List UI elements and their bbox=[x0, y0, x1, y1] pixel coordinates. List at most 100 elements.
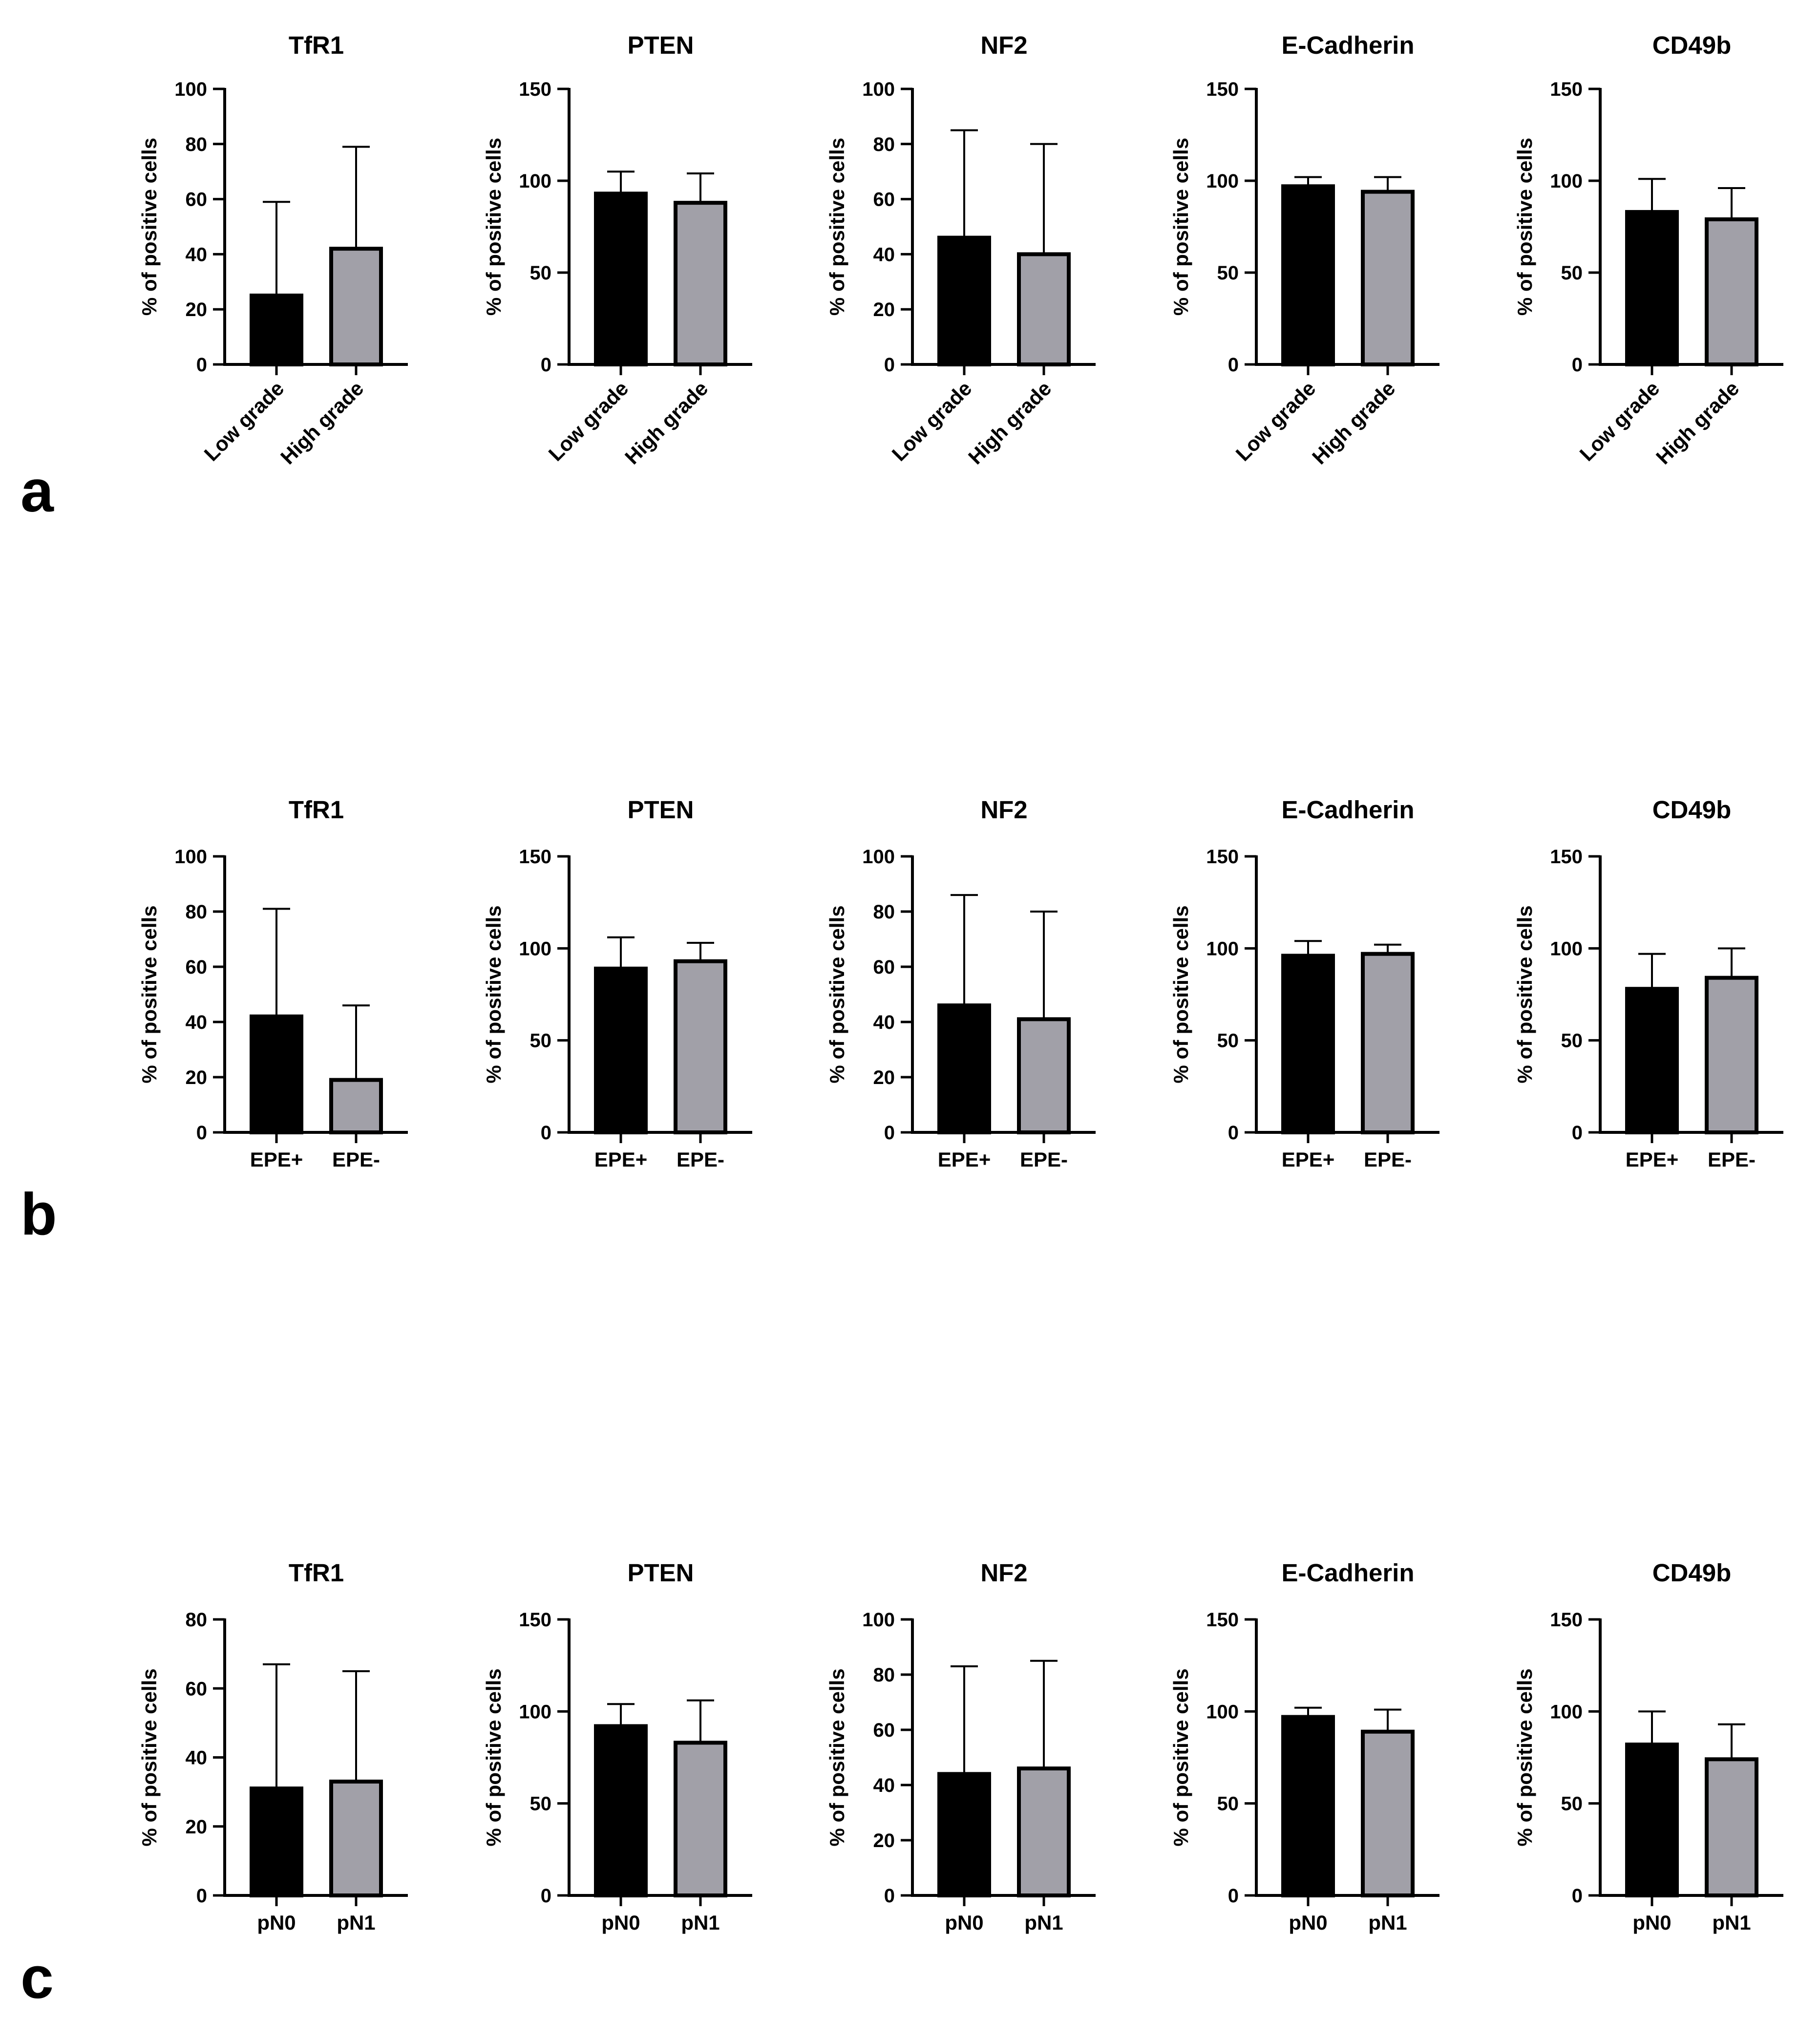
chart-c-e-cadherin-y-tick-label-0: 0 bbox=[1228, 1885, 1239, 1907]
chart-b-nf2-x-tick-label-epe: EPE+ bbox=[938, 1148, 991, 1171]
chart-c-tfr1-y-tick-label-80: 80 bbox=[186, 1609, 208, 1631]
chart-b-nf2-bar-epe bbox=[937, 1003, 991, 1135]
chart-b-tfr1-x-tick-label-epe: EPE- bbox=[332, 1148, 380, 1171]
chart-b-e-cadherin-y-axis-label: % of positive cells bbox=[1169, 905, 1192, 1083]
chart-c-pten-bar-pn1 bbox=[674, 1741, 727, 1898]
chart-c-tfr1-y-tick-label-60: 60 bbox=[186, 1678, 208, 1700]
chart-a-cd49b-bar-high-grade bbox=[1705, 217, 1758, 366]
chart-a-pten-y-axis-label: % of positive cells bbox=[482, 138, 505, 316]
chart-c-tfr1-bar-pn0 bbox=[250, 1786, 303, 1897]
chart-b-nf2-y-axis-label: % of positive cells bbox=[825, 905, 848, 1083]
chart-c-e-cadherin-y-tick-label-100: 100 bbox=[1206, 1701, 1239, 1722]
chart-c-e-cadherin-x-tick-label-pn0: pN0 bbox=[1289, 1911, 1327, 1934]
chart-c-tfr1: TfR1 % of positive cells 0 20 40 60 80 pN0 pN1 bbox=[138, 1559, 408, 1934]
chart-c-cd49b-y-tick-label-50: 50 bbox=[1561, 1793, 1583, 1815]
chart-a-nf2-y-tick-label-20: 20 bbox=[873, 299, 895, 320]
chart-a-nf2-title: NF2 bbox=[980, 31, 1027, 59]
chart-a-nf2-y-tick-label-40: 40 bbox=[873, 244, 895, 265]
chart-a-cd49b-y-tick-label-100: 100 bbox=[1550, 170, 1583, 192]
chart-b-nf2-y-tick-label-0: 0 bbox=[884, 1122, 895, 1144]
chart-b-e-cadherin-x-tick-label-epe: EPE- bbox=[1364, 1148, 1412, 1171]
panel-label-b: b bbox=[21, 1181, 57, 1247]
chart-c-pten-y-tick-label-100: 100 bbox=[519, 1701, 551, 1722]
chart-c-nf2: NF2 % of positive cells 0 20 40 60 80 100 pN0 pN1 bbox=[825, 1559, 1096, 1934]
panel-label-a: a bbox=[21, 458, 54, 524]
chart-b-tfr1-y-axis-label: % of positive cells bbox=[138, 905, 161, 1083]
chart-b-cd49b-bar-epe bbox=[1625, 987, 1679, 1134]
chart-b-nf2-y-tick-label-20: 20 bbox=[873, 1067, 895, 1088]
chart-a-nf2-y-tick-label-80: 80 bbox=[873, 134, 895, 155]
chart-c-nf2-y-tick-label-20: 20 bbox=[873, 1830, 895, 1851]
chart-b-nf2-bar-epe bbox=[1017, 1017, 1071, 1135]
chart-b-cd49b-x-tick-label-epe: EPE+ bbox=[1626, 1148, 1679, 1171]
chart-c-cd49b: CD49b % of positive cells 0 50 100 150 pN0 pN1 bbox=[1513, 1559, 1783, 1934]
chart-c-tfr1-y-tick-label-0: 0 bbox=[196, 1885, 207, 1907]
chart-b-tfr1-y-tick-label-20: 20 bbox=[186, 1067, 208, 1088]
chart-a-e-cadherin-y-tick-label-100: 100 bbox=[1206, 170, 1239, 192]
chart-b-tfr1-y-tick-label-60: 60 bbox=[186, 957, 208, 978]
chart-a-nf2-y-tick-label-0: 0 bbox=[884, 354, 895, 376]
chart-a-nf2-bar-low-grade bbox=[937, 235, 991, 366]
chart-b-pten-y-tick-label-50: 50 bbox=[530, 1030, 552, 1052]
chart-c-cd49b-bar-pn0 bbox=[1625, 1743, 1679, 1897]
chart-b-tfr1-y-tick-label-40: 40 bbox=[186, 1012, 208, 1033]
chart-b-pten-bar-epe bbox=[594, 966, 648, 1135]
chart-c-e-cadherin-y-tick-label-150: 150 bbox=[1206, 1609, 1239, 1631]
chart-a-cd49b-y-axis-label: % of positive cells bbox=[1513, 138, 1536, 316]
chart-c-tfr1-y-tick-label-40: 40 bbox=[186, 1747, 208, 1769]
chart-b-e-cadherin-bar-epe bbox=[1361, 952, 1415, 1134]
chart-a-e-cadherin-y-tick-label-0: 0 bbox=[1228, 354, 1239, 376]
chart-a-pten-y-tick-label-50: 50 bbox=[530, 262, 552, 284]
chart-c-tfr1-x-tick-label-pn0: pN0 bbox=[257, 1911, 296, 1934]
chart-b-pten-x-tick-label-epe: EPE- bbox=[677, 1148, 724, 1171]
chart-b-e-cadherin-y-tick-label-150: 150 bbox=[1206, 846, 1239, 868]
chart-c-cd49b-title: CD49b bbox=[1652, 1559, 1732, 1587]
chart-c-e-cadherin-y-axis-label: % of positive cells bbox=[1169, 1668, 1192, 1846]
chart-b-e-cadherin: E-Cadherin % of positive cells 0 50 100 150 EP… bbox=[1169, 796, 1439, 1171]
chart-a-tfr1-bar-high-grade bbox=[329, 247, 383, 366]
chart-a-nf2-y-tick-label-60: 60 bbox=[873, 189, 895, 211]
chart-b-tfr1: TfR1 % of positive cells 0 20 40 60 80 100 EPE+ E… bbox=[138, 796, 408, 1171]
chart-c-pten-y-tick-label-50: 50 bbox=[530, 1793, 552, 1815]
chart-b-nf2: NF2 % of positive cells 0 20 40 60 80 100 EPE+ EP… bbox=[825, 796, 1096, 1171]
chart-c-cd49b-y-axis-label: % of positive cells bbox=[1513, 1668, 1536, 1846]
chart-b-tfr1-x-tick-label-epe: EPE+ bbox=[250, 1148, 303, 1171]
chart-a-cd49b-title: CD49b bbox=[1652, 31, 1732, 59]
chart-b-e-cadherin-y-tick-label-100: 100 bbox=[1206, 938, 1239, 959]
chart-b-pten-bar-epe bbox=[674, 959, 727, 1134]
chart-b-e-cadherin-x-tick-label-epe: EPE+ bbox=[1282, 1148, 1335, 1171]
chart-a-tfr1-y-tick-label-60: 60 bbox=[186, 189, 208, 211]
chart-c-cd49b-y-tick-label-100: 100 bbox=[1550, 1701, 1583, 1722]
chart-c-pten-title: PTEN bbox=[627, 1559, 694, 1587]
chart-b-tfr1-y-tick-label-100: 100 bbox=[174, 846, 207, 868]
chart-b-tfr1-bar-epe bbox=[250, 1014, 303, 1134]
chart-c-pten-y-axis-label: % of positive cells bbox=[482, 1668, 505, 1846]
chart-a-nf2-y-axis-label: % of positive cells bbox=[825, 138, 848, 316]
chart-b-pten-y-tick-label-0: 0 bbox=[541, 1122, 551, 1144]
chart-b-nf2-y-tick-label-40: 40 bbox=[873, 1012, 895, 1033]
chart-c-pten-bar-pn0 bbox=[594, 1724, 648, 1897]
chart-a-tfr1-y-axis-label: % of positive cells bbox=[138, 138, 161, 316]
chart-a-cd49b-y-tick-label-50: 50 bbox=[1561, 262, 1583, 284]
chart-b-nf2-x-tick-label-epe: EPE- bbox=[1020, 1148, 1068, 1171]
chart-b-cd49b-title: CD49b bbox=[1652, 796, 1732, 824]
chart-a-tfr1-y-tick-label-100: 100 bbox=[174, 79, 207, 100]
chart-b-cd49b-y-tick-label-150: 150 bbox=[1550, 846, 1583, 868]
chart-c-tfr1-y-axis-label: % of positive cells bbox=[138, 1668, 161, 1846]
chart-a-tfr1-y-tick-label-40: 40 bbox=[186, 244, 208, 265]
chart-c-nf2-y-tick-label-100: 100 bbox=[862, 1609, 895, 1631]
chart-a-tfr1-title: TfR1 bbox=[289, 31, 344, 59]
chart-b-tfr1-y-tick-label-80: 80 bbox=[186, 901, 208, 923]
chart-c-nf2-y-tick-label-80: 80 bbox=[873, 1664, 895, 1686]
chart-a-tfr1-y-tick-label-20: 20 bbox=[186, 299, 208, 320]
chart-c-e-cadherin-bar-pn0 bbox=[1281, 1715, 1335, 1897]
chart-b-pten-x-tick-label-epe: EPE+ bbox=[594, 1148, 648, 1171]
chart-b-nf2-y-tick-label-80: 80 bbox=[873, 901, 895, 923]
chart-b-pten-y-tick-label-150: 150 bbox=[519, 846, 551, 868]
chart-c-nf2-title: NF2 bbox=[980, 1559, 1027, 1587]
chart-a-nf2-y-tick-label-100: 100 bbox=[862, 79, 895, 100]
chart-c-nf2-y-tick-label-0: 0 bbox=[884, 1885, 895, 1907]
chart-a-e-cadherin-bar-low-grade bbox=[1281, 184, 1335, 366]
